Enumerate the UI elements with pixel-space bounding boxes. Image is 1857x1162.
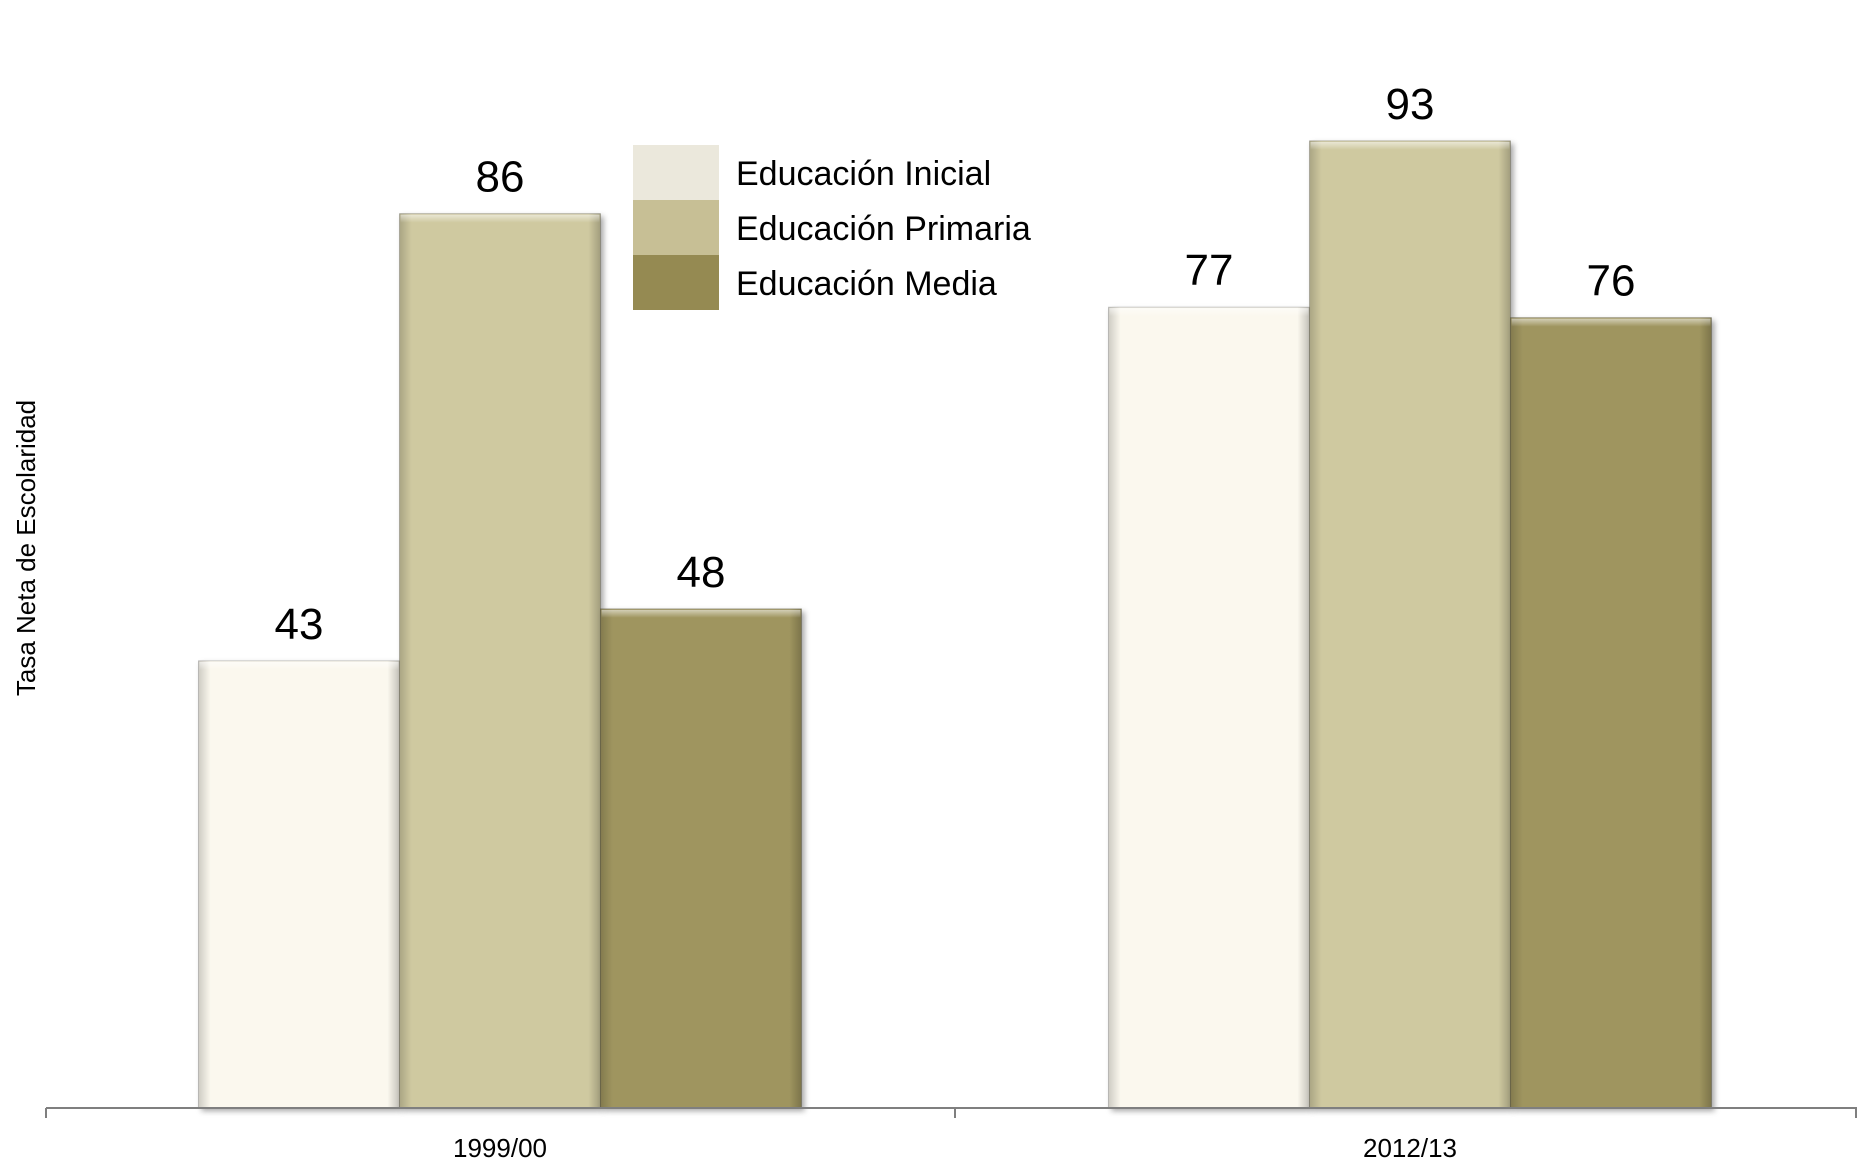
legend-swatch	[633, 255, 719, 310]
legend-label: Educación Media	[736, 265, 997, 303]
bar-shade	[1108, 307, 1310, 1108]
legend-swatch	[633, 200, 719, 255]
bar-shade	[1510, 317, 1712, 1109]
legend-label: Educación Primaria	[736, 210, 1031, 248]
bar-bevel	[1511, 318, 1711, 327]
x-ticks-group: 1999/00 2012/13	[45, 1108, 1857, 1162]
legend-label: Educación Inicial	[736, 155, 991, 193]
legend-swatch	[633, 145, 719, 200]
data-label: 43	[275, 600, 324, 649]
data-label: 93	[1386, 80, 1435, 129]
value-labels-group: 43 86 48 77 93 76	[275, 80, 1636, 649]
y-axis-title: Tasa Neta de Escolaridad	[11, 400, 41, 696]
bars-group	[198, 140, 1712, 1109]
bar-bevel	[199, 661, 399, 670]
legend: Educación Inicial Educación Primaria Educa…	[633, 145, 1031, 310]
bar-shade	[399, 213, 601, 1109]
x-axis: 1999/00 2012/13	[45, 1107, 1857, 1162]
bar-shade	[198, 660, 400, 1108]
bar-shade	[600, 608, 802, 1108]
data-label: 76	[1587, 257, 1636, 306]
bar-bevel	[1310, 141, 1510, 150]
bar-bevel	[1109, 308, 1309, 317]
bar-bevel	[601, 609, 801, 618]
data-label: 77	[1185, 246, 1234, 295]
x-tick-label: 2012/13	[1363, 1133, 1457, 1162]
x-tick-label: 1999/00	[453, 1133, 547, 1162]
data-label: 86	[476, 153, 525, 202]
bar-bevel	[400, 214, 600, 223]
bar-shade	[1309, 140, 1511, 1109]
data-label: 48	[677, 548, 726, 597]
